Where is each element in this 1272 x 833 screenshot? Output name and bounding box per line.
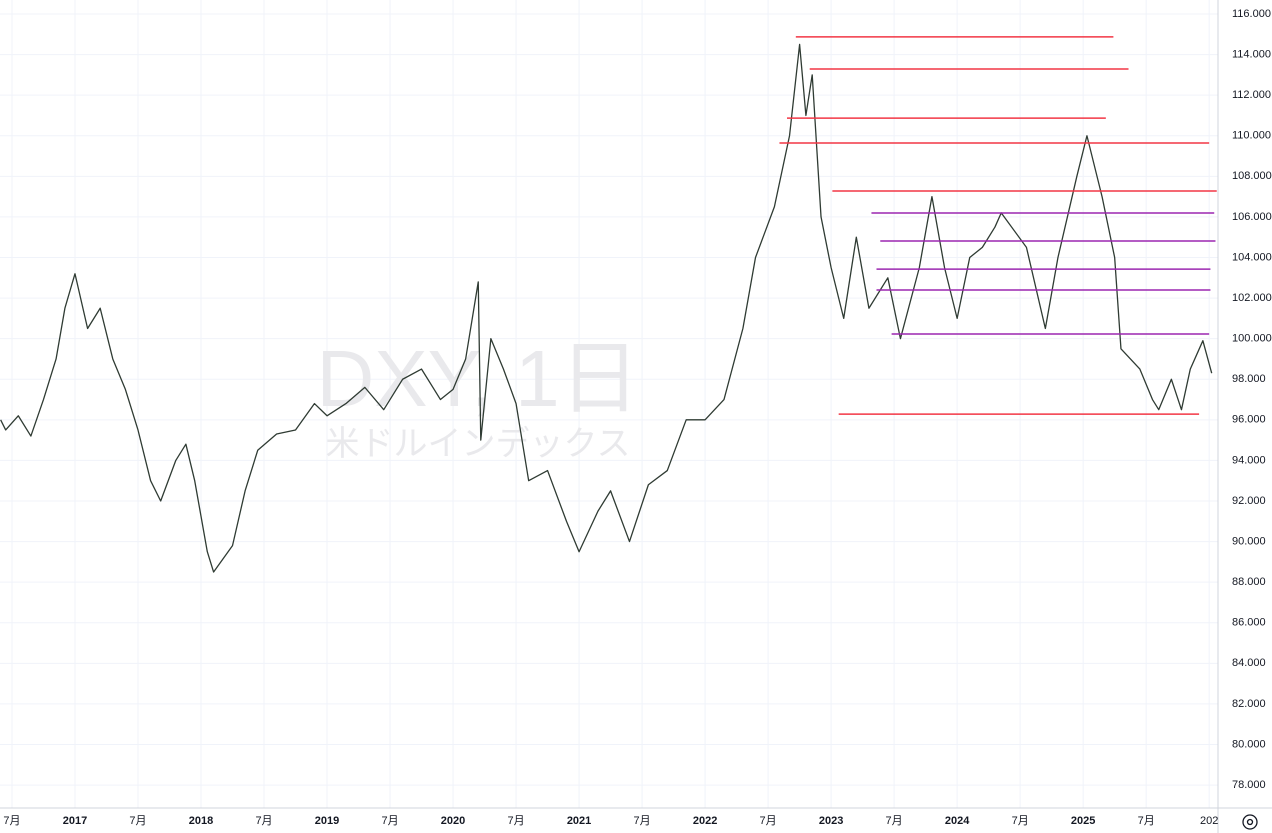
y-tick-label: 112.000 [1232,89,1271,101]
y-tick-label: 110.000 [1232,130,1271,142]
y-tick-label: 102.000 [1232,292,1272,304]
y-tick-label: 84.000 [1232,657,1266,669]
x-tick-label: 2024 [945,815,970,827]
x-tick-label: 7月 [1012,815,1029,827]
x-tick-label: 7月 [3,815,20,827]
x-tick-label: 7月 [886,815,903,827]
plot [0,36,1217,573]
y-tick-label: 96.000 [1232,414,1266,426]
y-tick-label: 106.000 [1232,211,1272,223]
y-tick-label: 90.000 [1232,535,1266,547]
y-tick-label: 86.000 [1232,617,1266,629]
x-tick-label: 2019 [315,815,339,827]
x-tick-label: 2020 [441,815,465,827]
settings-button[interactable] [1242,814,1258,830]
y-tick-label: 82.000 [1232,698,1266,710]
axes: 78.000 80.000 82.000 84.000 86.000 88.000 90.0… [3,8,1271,827]
y-tick-label: 108.000 [1232,170,1272,182]
x-tick-label: 7月 [1138,815,1155,827]
x-tick-label: 7月 [507,815,524,827]
x-tick-label: 2022 [693,815,717,827]
y-tick-label: 98.000 [1232,373,1266,385]
y-tick-label: 104.000 [1232,251,1272,263]
price-line [0,43,1213,573]
x-tick-label: 202 [1200,815,1218,827]
x-tick-label: 7月 [129,815,146,827]
x-tick-label: 2025 [1071,815,1095,827]
x-tick-label: 7月 [760,815,777,827]
x-tick-label: 2023 [819,815,843,827]
x-tick-label: 2017 [63,815,87,827]
x-tick-label: 7月 [634,815,651,827]
y-tick-label: 114.000 [1232,48,1271,60]
x-tick-label: 7月 [255,815,272,827]
x-tick-label: 7月 [381,815,398,827]
settings-icon[interactable] [1242,814,1258,830]
watermark-subtitle: 米ドルインデックス [326,425,631,463]
y-tick-label: 80.000 [1232,738,1266,750]
y-tick-label: 88.000 [1232,576,1266,588]
x-tick-label: 2018 [189,815,213,827]
watermark: DXY, 1日 [316,334,639,423]
grid [0,0,1218,808]
y-tick-label: 116.000 [1232,8,1271,20]
y-tick-label: 100.000 [1232,333,1272,345]
y-tick-label: 94.000 [1232,454,1266,466]
y-tick-label: 78.000 [1232,779,1266,791]
y-tick-label: 92.000 [1232,495,1266,507]
x-tick-label: 2021 [567,815,591,827]
settings-icon-center[interactable] [1246,818,1254,826]
